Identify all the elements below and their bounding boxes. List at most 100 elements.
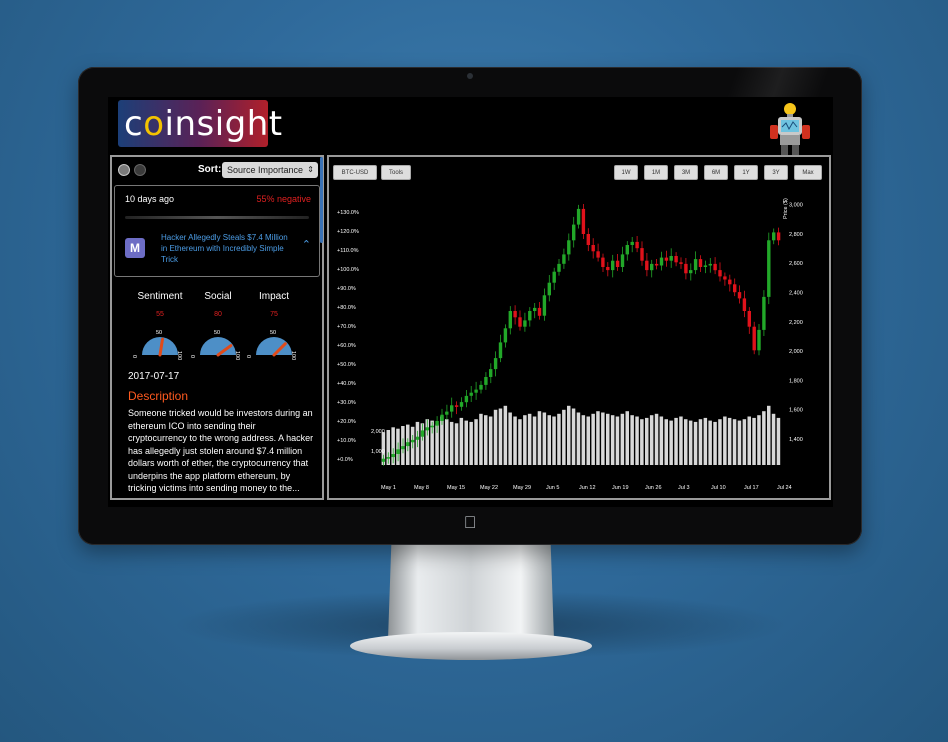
left-axis-tick: +120.0%: [337, 229, 359, 235]
candle-body: [454, 405, 459, 407]
volume-bar: [381, 432, 386, 465]
candle-body: [464, 395, 469, 403]
volume-bar: [762, 411, 766, 465]
gauge-needle: [158, 337, 164, 357]
range-button-1w[interactable]: 1W: [614, 165, 638, 180]
volume-bar: [723, 416, 727, 465]
range-button-max[interactable]: Max: [794, 165, 822, 180]
volume-bar: [713, 421, 717, 465]
settings-icon[interactable]: [134, 164, 146, 176]
gauge-label-min: 0: [133, 355, 139, 358]
chevron-up-icon[interactable]: ⌃: [301, 239, 311, 251]
candle-body: [459, 402, 464, 407]
volume-bar: [757, 415, 761, 465]
x-axis-tick: Jun 26: [645, 485, 662, 491]
volume-bar: [645, 417, 649, 465]
candle-body: [415, 436, 420, 440]
gauge-label-max: 100: [290, 351, 296, 360]
range-button-3m[interactable]: 3M: [674, 165, 698, 180]
range-button-3y[interactable]: 3Y: [764, 165, 788, 180]
volume-bar: [435, 424, 439, 465]
volume-bar: [469, 421, 473, 465]
volume-bar: [567, 405, 571, 465]
sort-select[interactable]: Source Importance ⇕: [222, 162, 318, 178]
gauge-label-min: 0: [191, 355, 197, 358]
volume-bar: [518, 419, 522, 465]
volume-bar: [430, 420, 434, 465]
left-axis-tick: +40.0%: [337, 381, 356, 387]
candle-body: [747, 311, 751, 327]
candle-body: [664, 257, 669, 261]
left-axis-tick: +90.0%: [337, 286, 356, 292]
news-headline-link[interactable]: Hacker Allegedly Steals $7.4 Million in …: [161, 233, 288, 264]
gauge-sentiment: 50 0 100: [133, 330, 182, 360]
candle-body: [591, 245, 595, 252]
x-axis-tick: Jun 12: [579, 485, 596, 491]
coinsight-logo[interactable]: c o insight: [118, 100, 282, 147]
volume-bar: [484, 415, 488, 465]
candle-body: [625, 245, 629, 255]
range-button-1m[interactable]: 1M: [644, 165, 668, 180]
candle-body: [733, 284, 737, 293]
y-axis-label: Price ($): [783, 198, 789, 219]
news-scrollbar[interactable]: [320, 157, 323, 243]
volume-bar: [737, 420, 742, 465]
candle-body: [674, 256, 678, 263]
range-button-1y[interactable]: 1Y: [734, 165, 758, 180]
volume-bar: [664, 419, 668, 465]
tools-button[interactable]: Tools: [381, 165, 411, 180]
left-axis-tick: +50.0%: [337, 362, 356, 368]
candle-body: [772, 232, 776, 241]
candle-body: [776, 232, 781, 241]
right-axis-tick: 2,600: [789, 261, 803, 267]
candle-body: [737, 292, 742, 299]
volume-bar: [693, 421, 698, 465]
metric-title-sentiment: Sentiment: [137, 291, 183, 302]
volume-bar: [596, 411, 600, 465]
x-axis-tick: May 29: [513, 485, 531, 491]
candlestick-chart[interactable]: +0.0% +10.0% +20.0% +30.0% +40.0% +50.0% +60.0…: [329, 157, 829, 498]
news-card[interactable]: 10 days ago 55% negative M Hacker Allege…: [114, 185, 320, 277]
pair-select-button[interactable]: BTC-USD: [333, 165, 377, 180]
volume-bar: [625, 411, 629, 465]
news-toolbar: Sort: Source Importance ⇕: [116, 160, 320, 182]
logo-bulb-icon: o: [143, 103, 165, 144]
volume-bar: [776, 417, 781, 465]
candle-body: [723, 276, 727, 280]
candle-body: [430, 425, 434, 428]
volume-axis-tick: 1,000: [371, 449, 385, 455]
x-axis-tick: Jul 24: [777, 485, 792, 491]
volume-bar: [688, 420, 693, 465]
candle-body: [528, 311, 532, 321]
logo-text-c: c: [124, 103, 144, 144]
volume-bar: [464, 420, 468, 465]
candle-body: [425, 427, 429, 431]
candle-body: [698, 259, 703, 267]
candle-body: [640, 248, 644, 261]
candle-body: [557, 263, 561, 272]
candle-body: [689, 270, 693, 274]
news-source-icon: M: [125, 238, 145, 258]
left-axis-tick: +0.0%: [337, 457, 353, 463]
right-axis-tick: 2,200: [789, 320, 803, 326]
candle-body: [693, 259, 698, 271]
apple-logo-icon: : [461, 513, 479, 533]
range-button-6m[interactable]: 6M: [704, 165, 728, 180]
candle-body: [411, 439, 415, 443]
candle-body: [586, 234, 590, 245]
candle-body: [513, 311, 517, 318]
volume-bar: [640, 419, 644, 465]
filter-icon[interactable]: [118, 164, 130, 176]
candle-body: [669, 256, 673, 261]
volume-bar: [684, 419, 688, 465]
candle-body: [469, 392, 473, 396]
candle-body: [498, 342, 503, 359]
volume-bar: [698, 419, 703, 465]
candle-body: [518, 317, 522, 327]
candle-body: [611, 260, 615, 271]
x-axis-tick: May 8: [414, 485, 429, 491]
volume-bar: [727, 417, 732, 465]
metric-title-social: Social: [204, 291, 232, 302]
left-axis-tick: +80.0%: [337, 305, 356, 311]
volume-bar: [669, 420, 673, 465]
